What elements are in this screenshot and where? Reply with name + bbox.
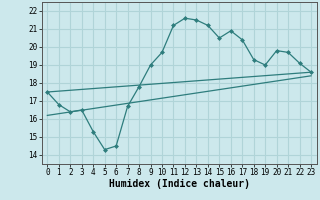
X-axis label: Humidex (Indice chaleur): Humidex (Indice chaleur)	[109, 179, 250, 189]
